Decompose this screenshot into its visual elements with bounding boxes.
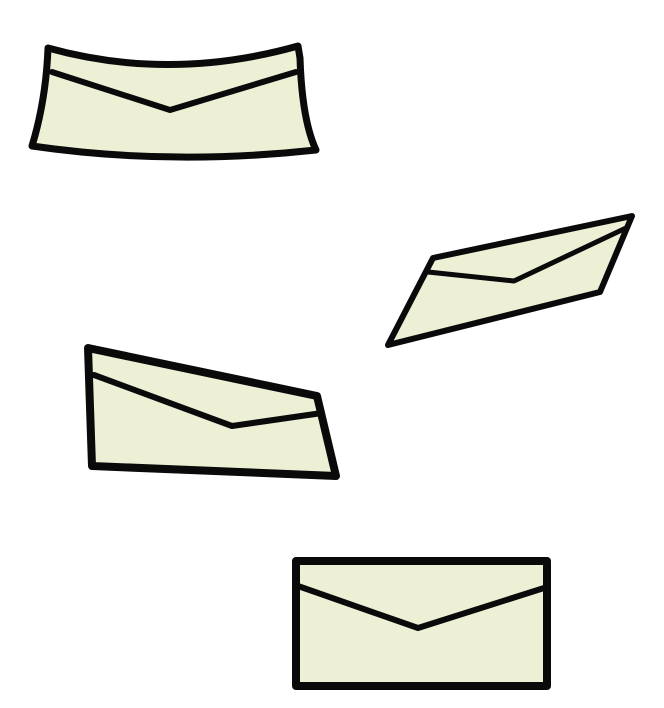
envelope-skewed-left-flap <box>91 372 325 429</box>
envelope-flat-flap <box>295 583 547 631</box>
envelope-tilted-right <box>385 213 635 348</box>
envelope-flat-body <box>292 557 551 690</box>
envelope-curved-flap <box>49 69 299 113</box>
envelope-skewed-left-body <box>84 344 340 480</box>
envelope-curved-body <box>28 42 320 161</box>
envelope-curved <box>28 42 320 161</box>
envelope-skewed-left <box>84 344 340 480</box>
envelope-flat <box>292 557 551 690</box>
envelope-tilted-right-flap <box>425 225 629 284</box>
